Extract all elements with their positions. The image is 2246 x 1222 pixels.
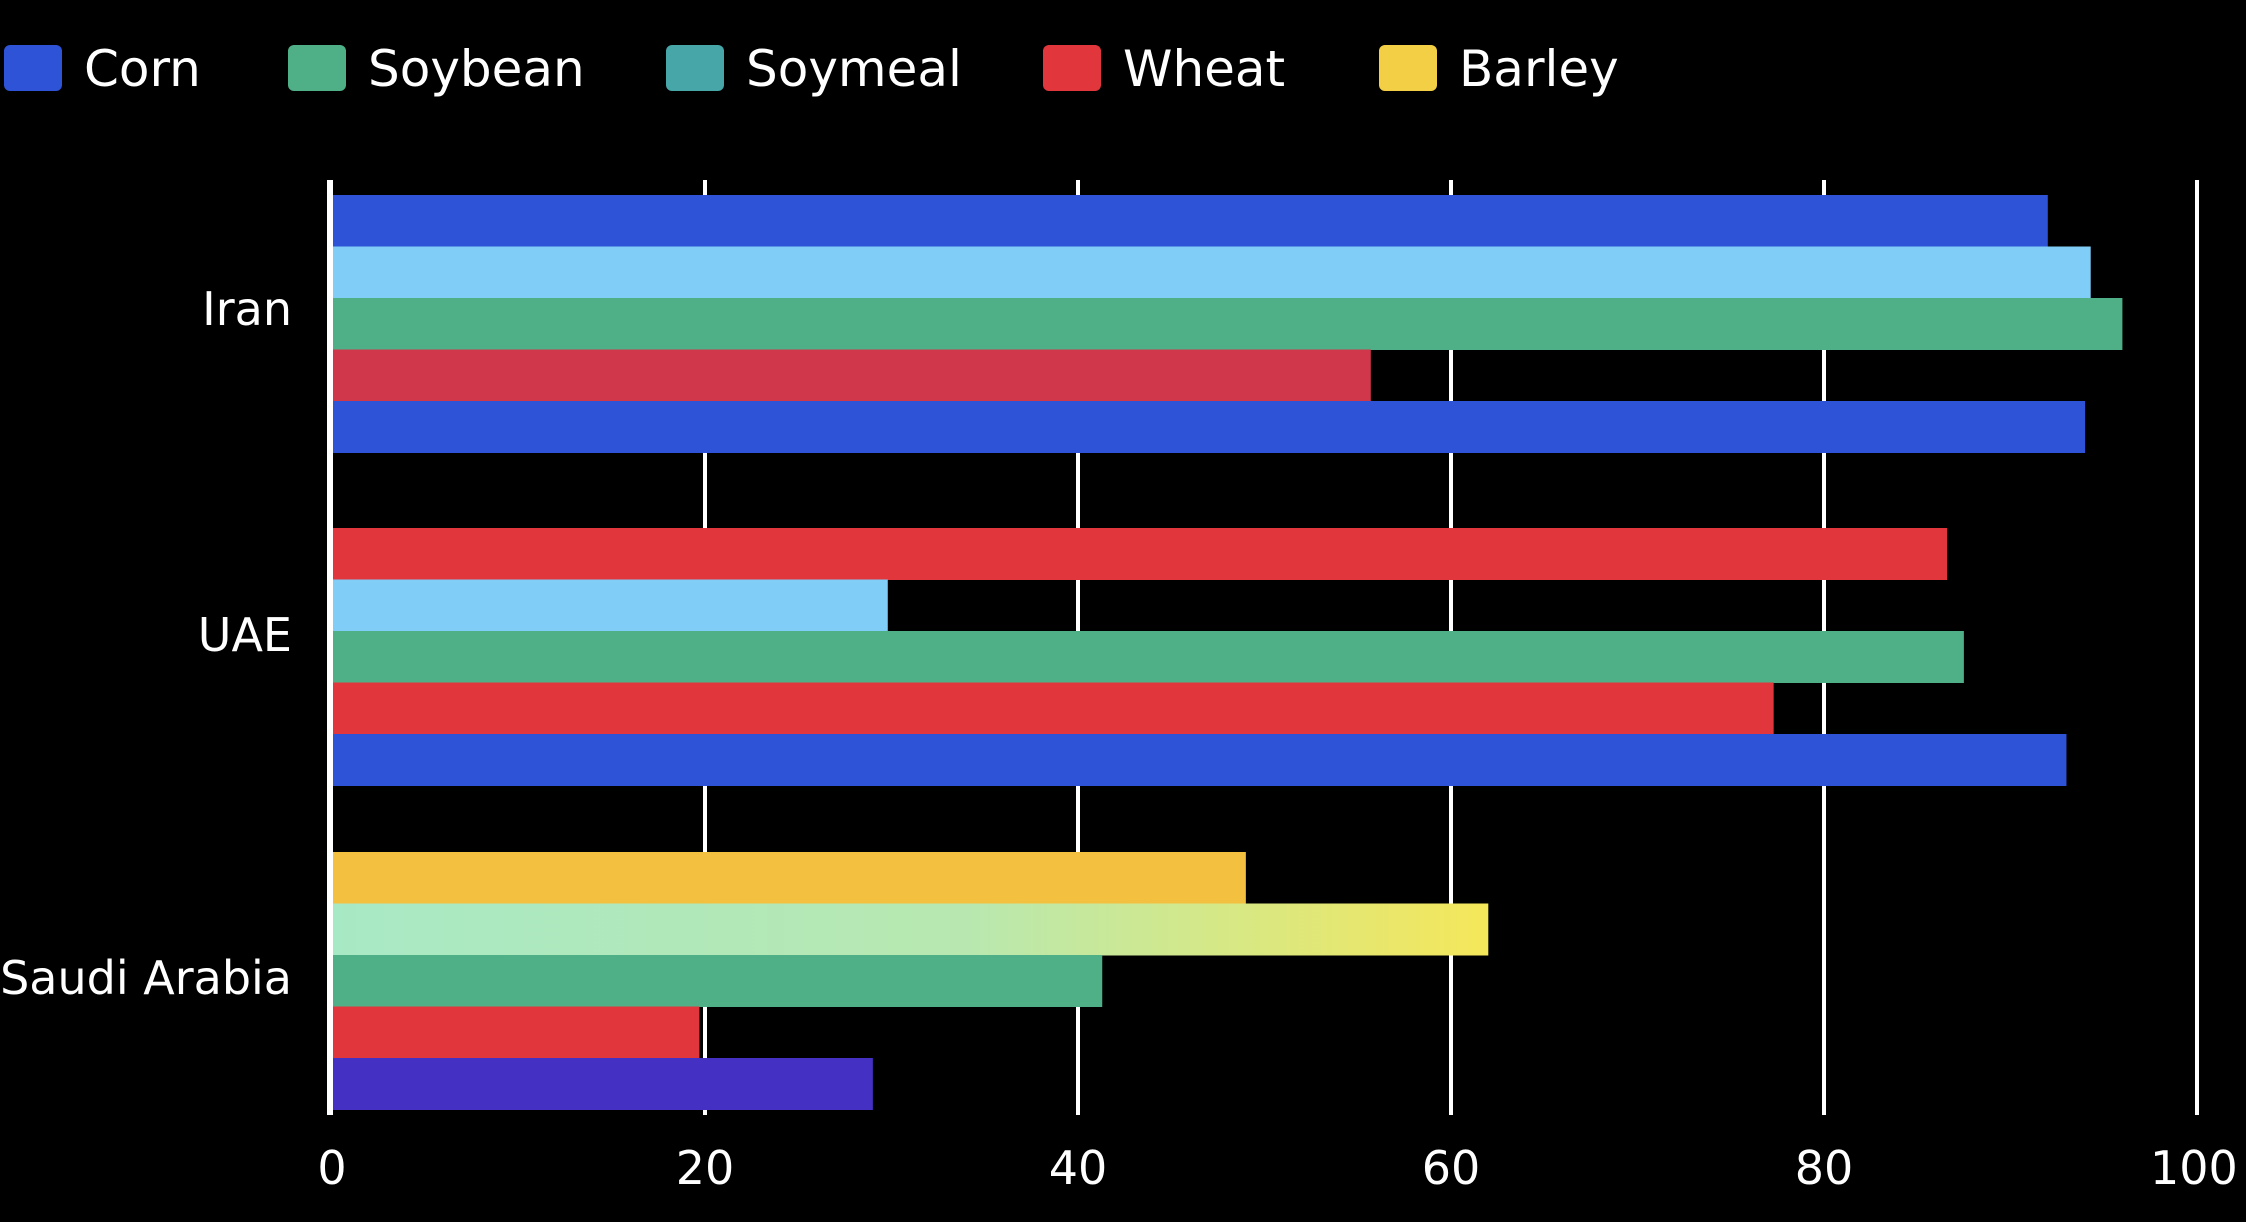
bar [332, 195, 2048, 247]
x-tick-label: 60 [1422, 1141, 1481, 1195]
legend: Corn Soybean Soymeal Wheat Barley [4, 40, 1619, 98]
bar [332, 682, 1774, 735]
x-axis-ticks: 0 20 40 60 80 100 [317, 1141, 2237, 1195]
legend-label: Corn [84, 40, 201, 98]
x-tick-label: 20 [676, 1141, 735, 1195]
legend-label: Soymeal [746, 40, 962, 98]
bar [332, 349, 1371, 402]
bar [332, 734, 2067, 786]
bar [332, 579, 888, 632]
category-label: Iran [202, 282, 292, 336]
bar-group-uae [332, 528, 2067, 786]
legend-swatch [1043, 45, 1101, 91]
legend-swatch [288, 45, 346, 91]
x-tick-label: 0 [317, 1141, 346, 1195]
bar-group-saudi-arabia [332, 852, 1489, 1110]
legend-item-soybean: Soybean [288, 40, 585, 98]
legend-item-barley: Barley [1379, 40, 1619, 98]
bars [332, 195, 2123, 1110]
x-tick-label: 40 [1049, 1141, 1108, 1195]
bar [332, 1006, 700, 1059]
legend-item-soymeal: Soymeal [666, 40, 962, 98]
legend-swatch [4, 45, 62, 91]
category-label: Saudi Arabia [0, 951, 292, 1005]
bar-group-iran [332, 195, 2123, 453]
bar [332, 528, 1948, 580]
x-tick-label: 80 [1795, 1141, 1854, 1195]
legend-label: Barley [1459, 40, 1619, 98]
bar [332, 246, 2091, 299]
legend-item-wheat: Wheat [1043, 40, 1285, 98]
x-tick-label: 100 [2150, 1141, 2238, 1195]
category-label: UAE [198, 608, 292, 662]
bar [332, 401, 2086, 453]
bar [332, 903, 1489, 956]
legend-swatch [666, 45, 724, 91]
category-labels: Iran UAE Saudi Arabia [0, 282, 292, 1005]
legend-label: Wheat [1123, 40, 1285, 98]
legend-item-corn: Corn [4, 40, 201, 98]
bar [332, 852, 1246, 904]
bar [332, 955, 1103, 1007]
legend-swatch [1379, 45, 1437, 91]
bar [332, 631, 1964, 683]
bar [332, 298, 2123, 350]
legend-label: Soybean [368, 40, 585, 98]
bar [332, 1058, 873, 1110]
